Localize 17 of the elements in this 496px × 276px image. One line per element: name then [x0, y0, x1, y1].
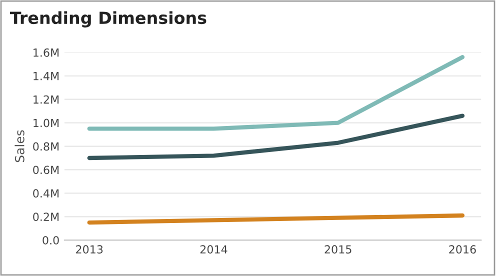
y-tick-label: 0.2M — [33, 212, 59, 222]
line-series — [87, 114, 465, 160]
x-tick-label: 2013 — [76, 245, 103, 254]
x-tick-label: 2014 — [200, 245, 228, 254]
y-tick-label: 1.0M — [34, 118, 59, 128]
chart-title: Trending Dimensions — [10, 11, 206, 28]
y-tick-label: 0.0 — [42, 236, 59, 244]
x-tick-label: 2015 — [324, 245, 352, 254]
y-tick-label: 1.2M — [34, 95, 59, 104]
y-axis-title: Sales — [14, 130, 24, 162]
y-tick-label: 1.4M — [34, 72, 59, 80]
y-tick-label: 0.8M — [33, 142, 59, 151]
y-tick-label: 1.6M — [34, 48, 59, 57]
y-tick-label: 0.6M — [33, 166, 59, 174]
x-tick-label: 2016 — [449, 245, 476, 254]
line-series — [87, 213, 465, 225]
y-tick-label: 0.4M — [33, 189, 59, 198]
